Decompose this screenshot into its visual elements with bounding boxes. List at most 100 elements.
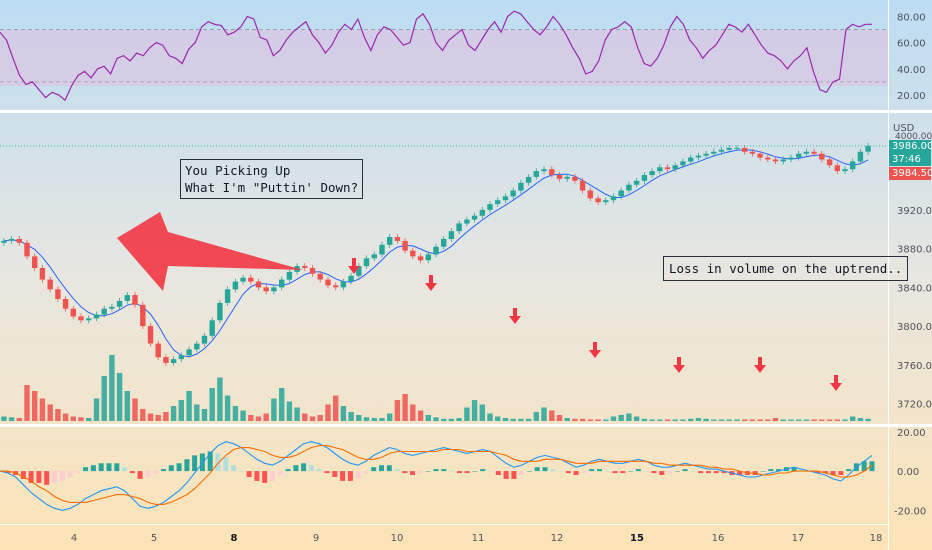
- candle-body: [340, 281, 347, 288]
- volume-bar: [248, 415, 254, 421]
- macd-histogram-bar: [254, 471, 260, 481]
- volume-bar: [232, 406, 239, 421]
- annotation-volume-note[interactable]: Loss in volume on the uptrend..: [663, 256, 909, 281]
- volume-bar: [140, 409, 146, 421]
- macd-histogram-bar: [721, 471, 727, 474]
- macd-histogram-bar: [5, 471, 11, 474]
- macd-histogram-bar: [207, 451, 213, 472]
- candle-body: [587, 190, 593, 199]
- macd-histogram-bar: [589, 469, 595, 472]
- candle-body: [464, 219, 470, 224]
- macd-tick-label: -20.00: [894, 506, 926, 517]
- volume-bar: [217, 377, 223, 421]
- candle-body: [695, 155, 702, 158]
- macd-histogram-bar: [682, 469, 688, 472]
- volume-bar: [209, 388, 215, 421]
- price-tick-label: 3760.00: [897, 361, 932, 372]
- last-price-label: 3986.00: [889, 140, 932, 153]
- candle-body: [433, 246, 439, 255]
- candle-body: [62, 299, 69, 309]
- volume-bar: [657, 419, 663, 421]
- time-tick-label: 17: [792, 533, 805, 544]
- macd-histogram-bar: [363, 471, 369, 474]
- volume-bar: [703, 418, 709, 422]
- macd-histogram-bar: [301, 463, 307, 472]
- down-arrow-head: [754, 365, 766, 373]
- macd-histogram-bar: [737, 471, 743, 475]
- macd-histogram-bar: [503, 471, 509, 479]
- candle-body: [425, 254, 431, 261]
- candle-body: [533, 171, 539, 177]
- volume-bar: [749, 419, 756, 421]
- volume-bar: [433, 417, 439, 422]
- candle-body: [178, 355, 184, 360]
- volume-bar: [294, 407, 300, 421]
- volume-bar: [765, 419, 771, 421]
- volume-bar: [101, 376, 107, 421]
- volume-bar: [379, 418, 385, 421]
- macd-histogram-bar: [519, 471, 525, 475]
- candle-body: [549, 169, 555, 175]
- volume-bar: [510, 418, 516, 422]
- macd-histogram-bar: [565, 471, 571, 474]
- volume-bar: [16, 418, 22, 421]
- macd-histogram-bar: [581, 471, 587, 474]
- macd-histogram-bar: [456, 471, 462, 474]
- down-arrow-head: [589, 350, 601, 358]
- big-left-arrow: [117, 212, 303, 291]
- price-tick-label: 3920.00: [897, 206, 932, 217]
- candle-body: [441, 238, 447, 247]
- price-tick-label: 3720.00: [897, 400, 932, 411]
- macd-histogram-bar: [168, 465, 174, 472]
- volume-bar: [39, 398, 46, 421]
- annotation-callout[interactable]: You Picking Up What I'm "Puttin' Down?: [180, 159, 364, 199]
- price-pane[interactable]: [0, 143, 888, 366]
- volume-bar: [549, 410, 555, 421]
- candle-body: [86, 318, 92, 321]
- down-arrow-shaft: [429, 275, 433, 284]
- annotation-layer: [117, 212, 842, 391]
- candle-body: [618, 190, 624, 197]
- time-tick-label: 9: [313, 533, 319, 544]
- candle-body: [664, 167, 671, 170]
- macd-histogram-bar: [597, 469, 602, 472]
- rsi-pane[interactable]: [0, 10, 872, 102]
- volume-bar: [356, 415, 362, 421]
- candle-body: [371, 254, 377, 259]
- candle-body: [387, 237, 393, 245]
- volume-bar: [572, 418, 578, 422]
- volume-bar: [1, 416, 7, 421]
- volume-bar: [556, 415, 563, 421]
- volume-bar: [533, 412, 539, 421]
- candle-body: [248, 277, 254, 282]
- macd-histogram-bar: [324, 471, 330, 474]
- volume-bar: [780, 419, 786, 421]
- rsi-band: [0, 30, 888, 86]
- volume-bar: [633, 416, 640, 421]
- candle-body: [309, 268, 316, 274]
- volume-bar: [834, 419, 840, 421]
- volume-pane: [1, 355, 871, 422]
- candle-body: [124, 295, 130, 301]
- down-arrow-shaft: [352, 258, 356, 267]
- candle-body: [525, 176, 532, 183]
- macd-pane[interactable]: [0, 441, 875, 511]
- candle-body: [55, 289, 61, 299]
- volume-bar: [603, 419, 609, 421]
- candle-body: [70, 308, 76, 317]
- macd-histogram-bar: [449, 471, 455, 472]
- macd-tick-label: 0.00: [897, 467, 919, 478]
- volume-bar: [147, 413, 154, 421]
- volume-bar: [518, 418, 524, 422]
- signal-line: [0, 445, 873, 505]
- down-arrow-head: [830, 383, 842, 391]
- candle-body: [410, 250, 416, 257]
- volume-bar: [325, 404, 331, 421]
- macd-histogram-bar: [145, 471, 151, 477]
- candle-body: [757, 153, 763, 158]
- volume-bar: [24, 385, 30, 421]
- candle-body: [703, 153, 709, 156]
- macd-histogram-bar: [394, 469, 400, 472]
- down-arrow-shaft: [677, 357, 681, 366]
- macd-histogram-bar: [659, 471, 665, 475]
